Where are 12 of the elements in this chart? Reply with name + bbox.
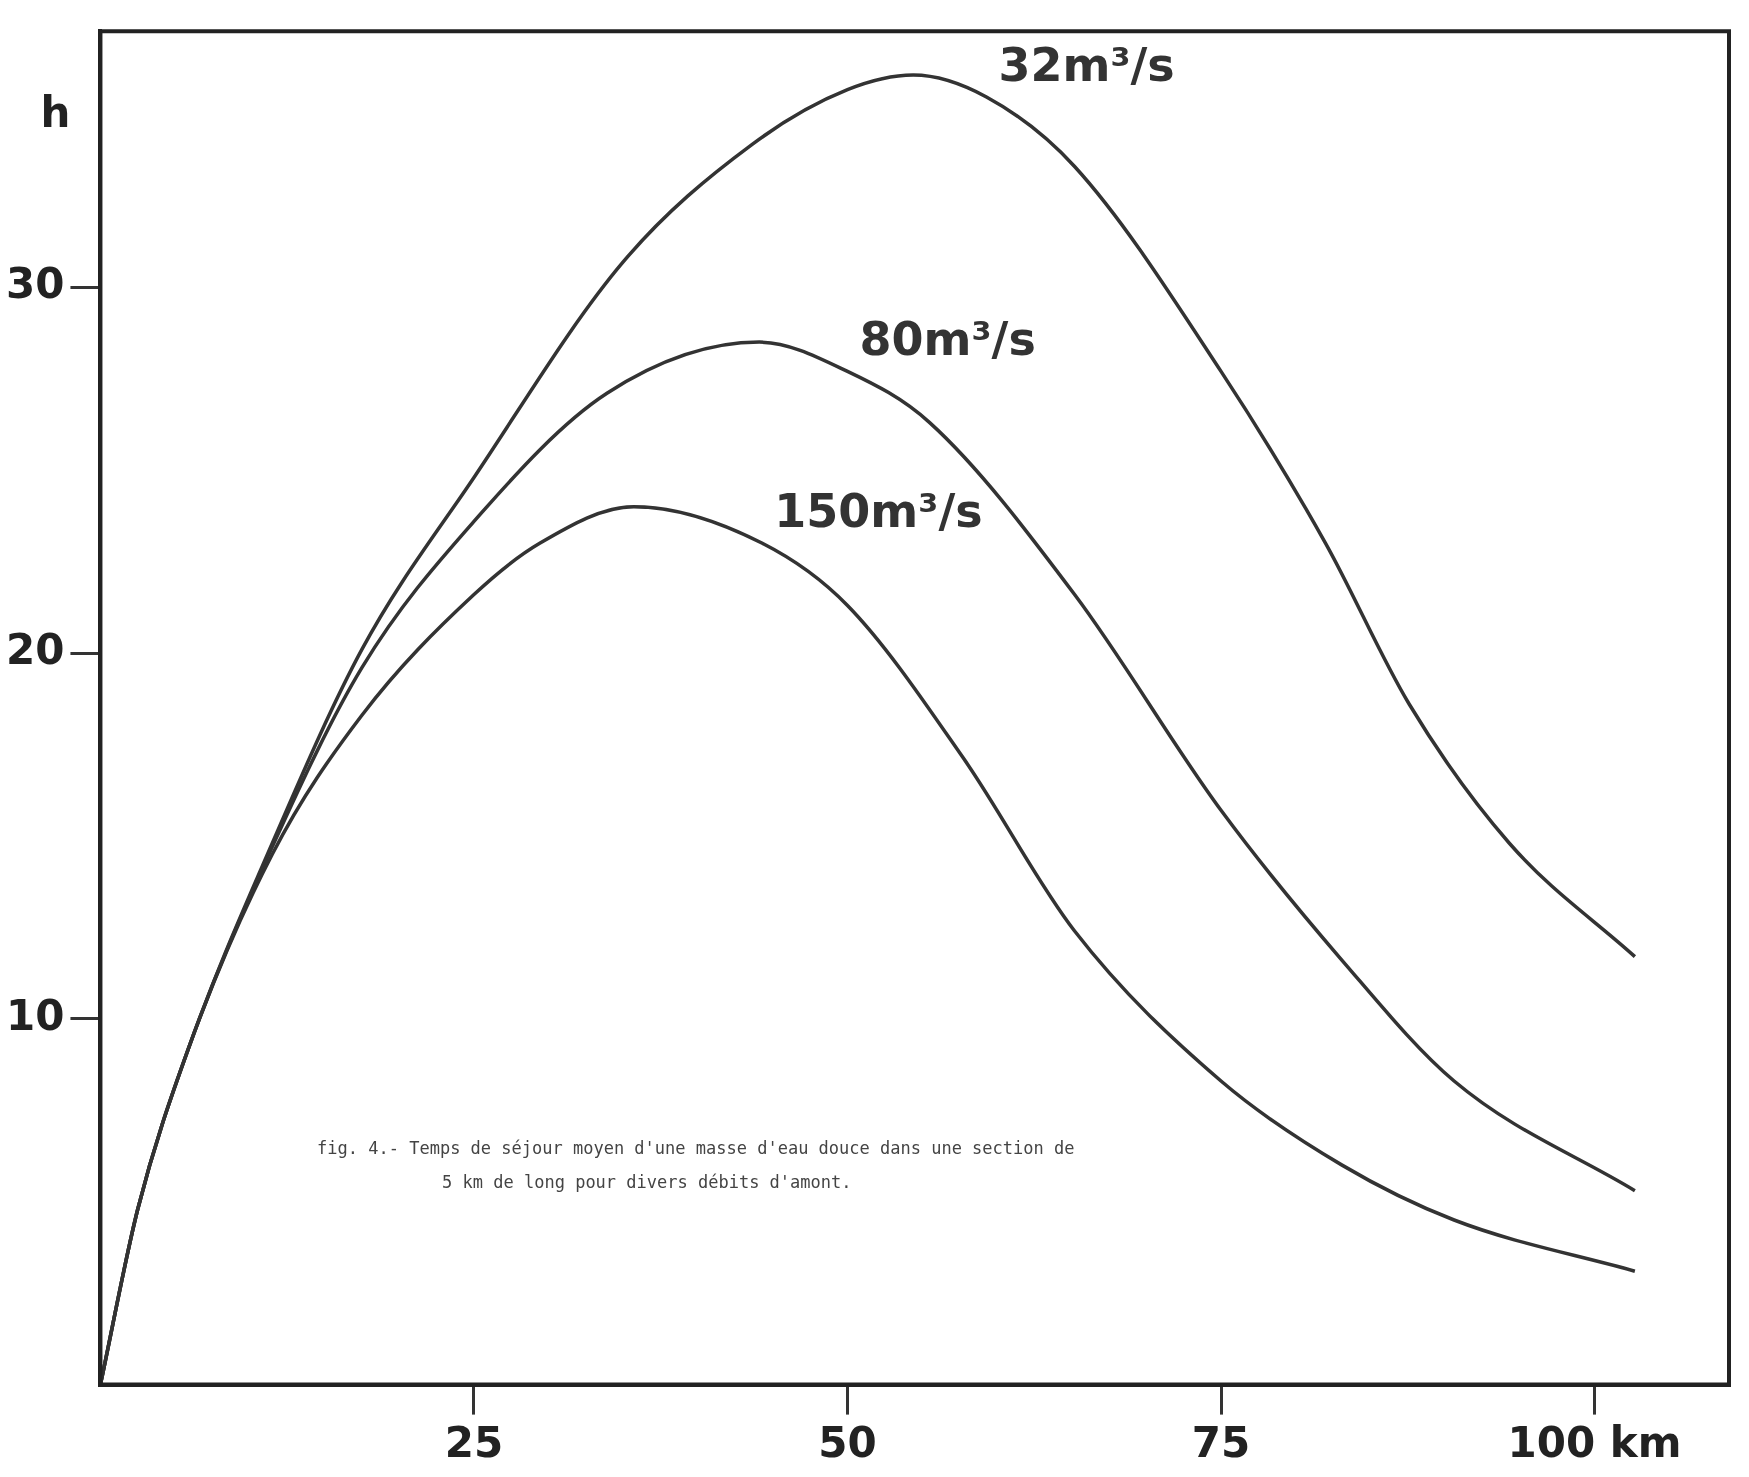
series-label: 150m³/s [774, 484, 983, 539]
y-tick-label: 20 [5, 624, 65, 674]
x-tick-label: 50 [818, 1417, 877, 1467]
y-axis-title: h [40, 88, 71, 138]
y-tick-label: 10 [5, 990, 65, 1040]
x-tick-label: 100 km [1507, 1417, 1682, 1467]
x-tick-label: 25 [444, 1417, 504, 1467]
series-label: 80m³/s [859, 312, 1036, 367]
series-label: 32m³/s [998, 37, 1175, 92]
annotation: fig. 4.- Temps de séjour moyen d'une masse d'eau douce dans une section de 5 km de long pour divers débits d'amont. [317, 1138, 1075, 1193]
x-tick-label: 75 [1191, 1417, 1251, 1467]
y-tick-label: 30 [5, 259, 65, 309]
